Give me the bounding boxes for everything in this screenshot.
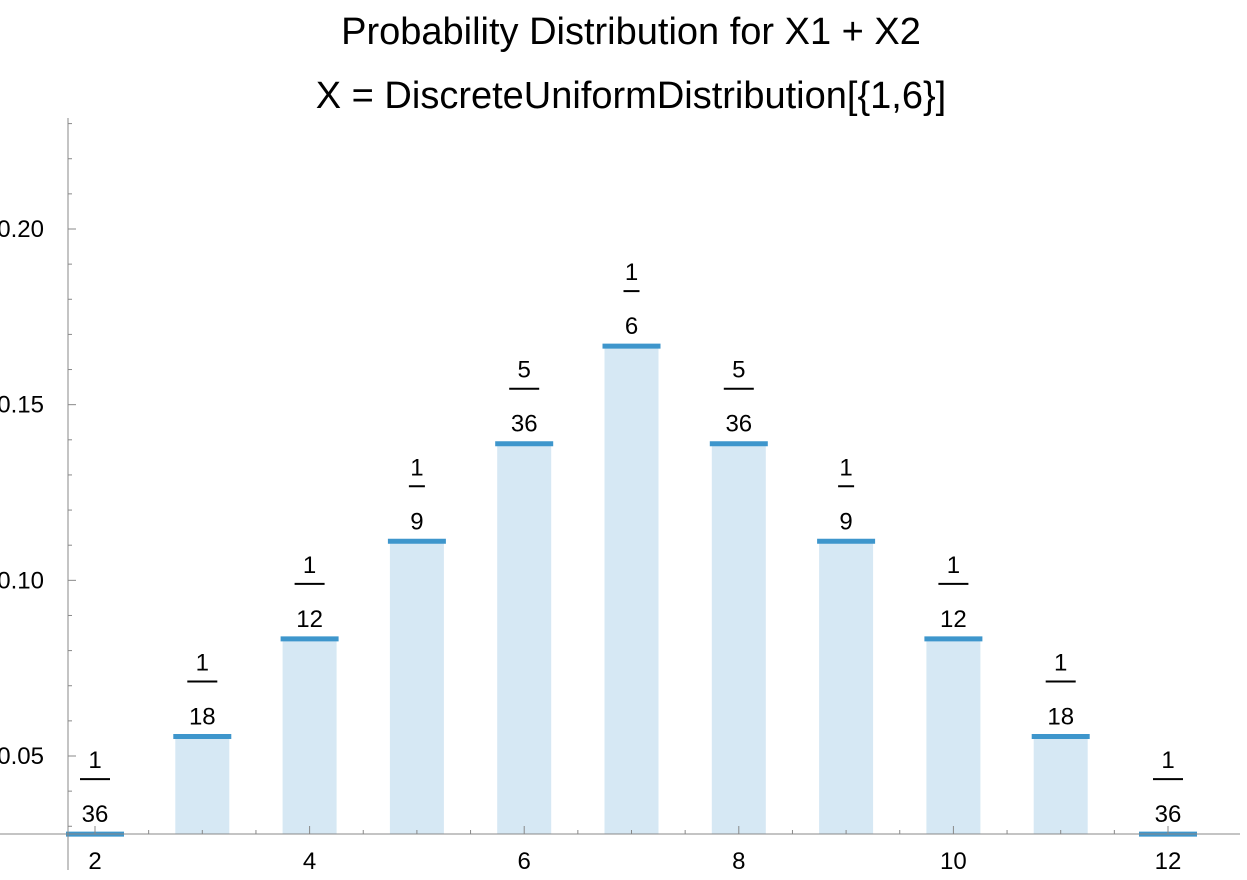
data-label-numerator: 1: [196, 649, 209, 676]
bar: [497, 443, 552, 834]
data-label-denominator: 36: [1155, 801, 1182, 828]
data-label-denominator: 18: [189, 703, 216, 730]
bar: [175, 736, 230, 834]
data-label-numerator: 5: [518, 357, 531, 384]
plot-area: 1 36 1 18 1 12 1 9 5 36 1 6 5 36 1 9 1 12 1 18 1 36 0.05 0.10 0.…: [0, 118, 1240, 875]
bar: [1033, 736, 1088, 834]
data-label-numerator: 5: [732, 357, 745, 384]
data-label-numerator: 1: [625, 259, 638, 286]
data-label-denominator: 6: [625, 313, 638, 340]
y-tick-label: 0.20: [0, 216, 44, 243]
bar: [926, 638, 981, 834]
chart-title: Probability Distribution for X1 + X2: [341, 11, 921, 53]
data-label-denominator: 36: [82, 801, 109, 828]
y-tick-label: 0.15: [0, 392, 44, 419]
x-tick-label: 6: [518, 848, 531, 875]
chart-subtitle: X = DiscreteUniformDistribution[{1,6}]: [316, 75, 946, 117]
data-label-denominator: 18: [1047, 703, 1074, 730]
data-label-numerator: 1: [947, 552, 960, 579]
bar: [282, 638, 337, 834]
data-label-numerator: 1: [1054, 649, 1067, 676]
data-label-numerator: 1: [839, 454, 852, 481]
data-label-denominator: 9: [410, 508, 423, 535]
x-tick-label: 2: [88, 848, 101, 875]
data-label-denominator: 36: [725, 411, 752, 438]
data-label-numerator: 1: [88, 747, 101, 774]
data-label-denominator: 9: [839, 508, 852, 535]
x-tick-label: 10: [940, 848, 967, 875]
x-tick-label: 12: [1155, 848, 1182, 875]
bar: [604, 346, 659, 834]
bar: [711, 443, 766, 834]
x-tick-label: 4: [303, 848, 316, 875]
y-tick-label: 0.10: [0, 567, 44, 594]
data-label-numerator: 1: [303, 552, 316, 579]
data-label-denominator: 12: [940, 606, 967, 633]
data-label-denominator: 12: [296, 606, 323, 633]
data-label-numerator: 1: [410, 454, 423, 481]
x-tick-label: 8: [732, 848, 745, 875]
y-tick-label: 0.05: [0, 743, 44, 770]
bar: [819, 541, 874, 834]
bar: [389, 541, 444, 834]
data-label-numerator: 1: [1161, 747, 1174, 774]
data-label-denominator: 36: [511, 411, 538, 438]
